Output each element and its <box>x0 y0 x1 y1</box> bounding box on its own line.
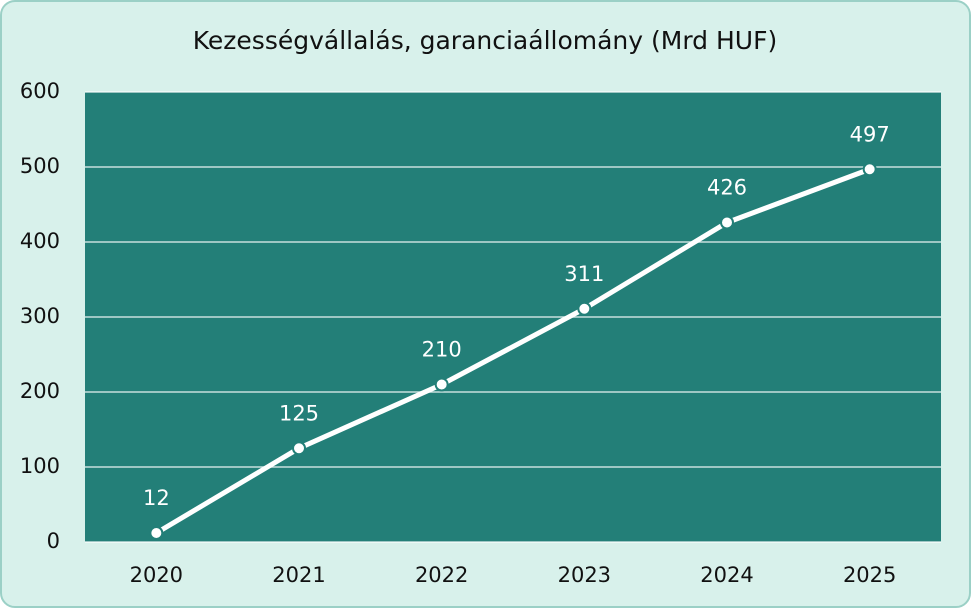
data-label: 125 <box>279 401 319 425</box>
marker <box>149 526 164 540</box>
data-label: 311 <box>564 262 604 286</box>
x-tick-label: 2023 <box>558 563 611 587</box>
data-label: 426 <box>707 176 747 200</box>
marker <box>720 215 734 230</box>
marker <box>862 162 877 177</box>
data-label: 210 <box>422 338 462 362</box>
y-tick-label: 200 <box>20 379 60 403</box>
x-tick-label: 2020 <box>130 563 183 587</box>
y-tick-label: 600 <box>20 79 60 103</box>
y-tick-label: 500 <box>20 154 60 178</box>
data-label: 12 <box>143 486 170 510</box>
line <box>155 166 871 536</box>
x-tick-label: 2021 <box>272 563 325 587</box>
marker <box>292 441 306 456</box>
x-tick-label: 2024 <box>700 563 753 587</box>
x-tick-label: 2025 <box>843 563 896 587</box>
marker <box>577 301 592 316</box>
marker <box>434 377 449 392</box>
y-tick-label: 0 <box>47 529 60 553</box>
chart-title: Kezességvállalás, garanciaállomány (Mrd … <box>193 26 777 55</box>
y-tick-label: 300 <box>20 304 60 328</box>
data-label: 497 <box>850 122 890 146</box>
y-tick-label: 100 <box>20 454 60 478</box>
y-tick-label: 400 <box>20 229 60 253</box>
x-tick-label: 2022 <box>415 563 468 587</box>
